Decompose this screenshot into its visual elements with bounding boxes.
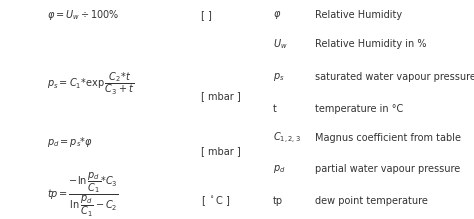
Text: $p_s$: $p_s$ — [273, 71, 284, 83]
Text: $tp = \dfrac{-\ln\dfrac{p_d}{C_1} {*} C_3}{\ln\dfrac{p_d}{C_1} - C_2}$: $tp = \dfrac{-\ln\dfrac{p_d}{C_1} {*} C_… — [47, 171, 119, 219]
Text: saturated water vapour pressure: saturated water vapour pressure — [315, 72, 474, 82]
Text: $p_d = p_s {*} \varphi$: $p_d = p_s {*} \varphi$ — [47, 135, 93, 149]
Text: $\varphi$: $\varphi$ — [273, 9, 281, 21]
Text: [ mbar ]: [ mbar ] — [201, 146, 241, 156]
Text: [ $^\circ$C ]: [ $^\circ$C ] — [201, 194, 231, 208]
Text: $p_s = C_1 {*} \exp\dfrac{C_2 {*} t}{C_3 + t}$: $p_s = C_1 {*} \exp\dfrac{C_2 {*} t}{C_3… — [47, 70, 135, 97]
Text: $\varphi = U_w \div 100\%$: $\varphi = U_w \div 100\%$ — [47, 8, 120, 22]
Text: [ ]: [ ] — [201, 10, 212, 20]
Text: dew point temperature: dew point temperature — [315, 196, 428, 207]
Text: $U_w$: $U_w$ — [273, 37, 287, 51]
Text: $C_{1,2,3}$: $C_{1,2,3}$ — [273, 131, 301, 145]
Text: Relative Humidity in %: Relative Humidity in % — [315, 39, 427, 49]
Text: $p_d$: $p_d$ — [273, 163, 285, 175]
Text: tp: tp — [273, 196, 283, 207]
Text: partial water vapour pressure: partial water vapour pressure — [315, 164, 460, 174]
Text: Magnus coefficient from table: Magnus coefficient from table — [315, 133, 461, 143]
Text: t: t — [273, 104, 276, 115]
Text: [ mbar ]: [ mbar ] — [201, 91, 241, 101]
Text: temperature in °C: temperature in °C — [315, 104, 403, 115]
Text: Relative Humidity: Relative Humidity — [315, 10, 402, 20]
